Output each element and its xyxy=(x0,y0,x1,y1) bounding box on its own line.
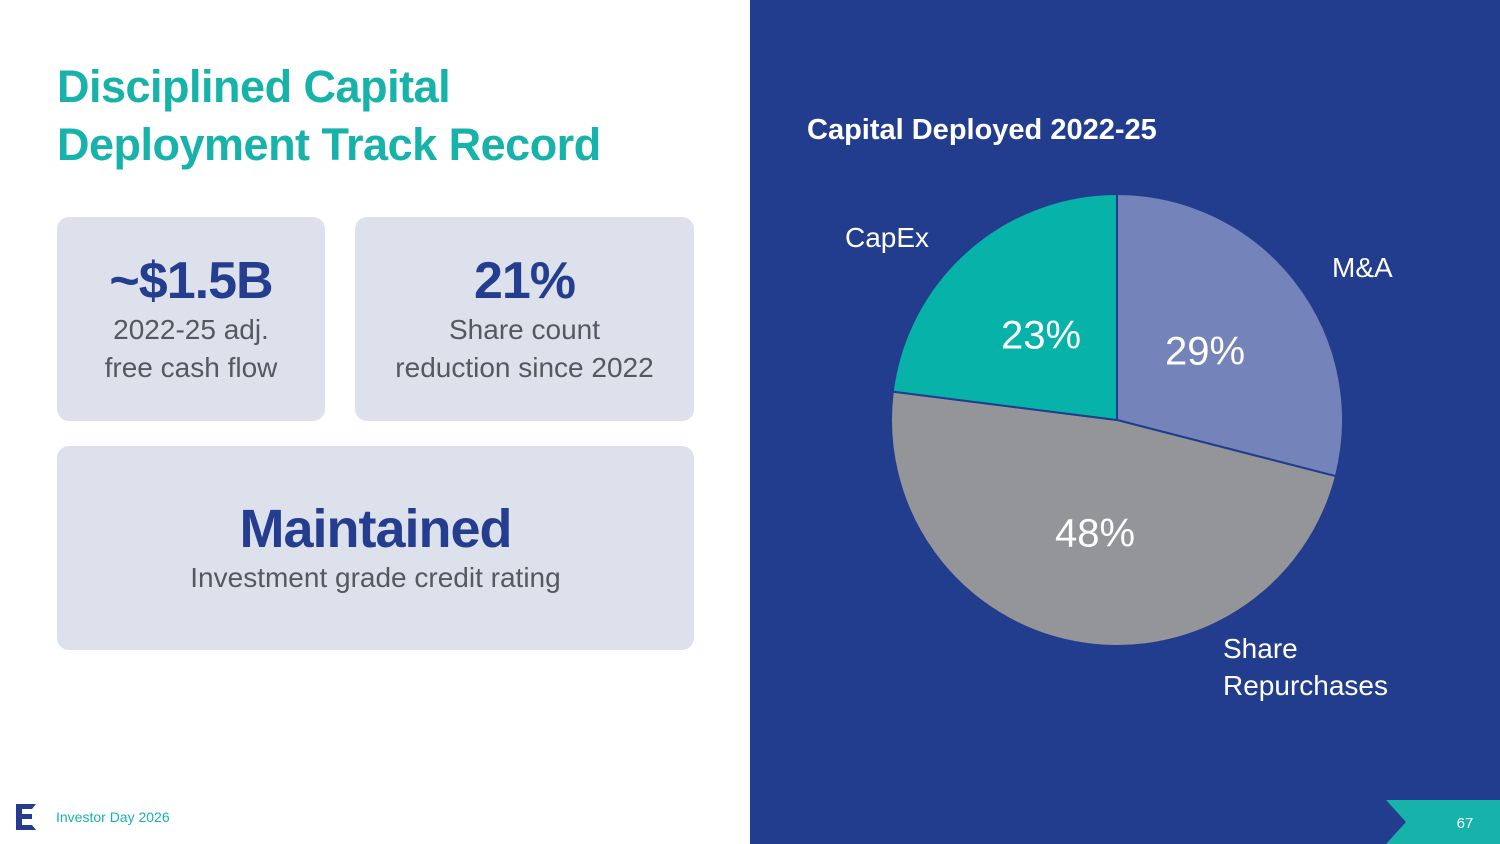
pie-value-label-capex: 23% xyxy=(1001,314,1081,358)
pie-value-label-share-repurchases: 48% xyxy=(1055,512,1135,556)
pie-category-label-share-repurchases: Share Repurchases xyxy=(1223,633,1388,701)
credit-rating-value: Maintained xyxy=(239,499,512,559)
footer-event-label: Investor Day 2026 xyxy=(56,809,170,825)
share-count-value: 21% xyxy=(473,252,576,310)
pie-chart: 29% M&A 48% Share Repurchases 23% CapEx xyxy=(845,192,1393,701)
pie-category-label-ma: M&A xyxy=(1332,252,1393,283)
free-cash-flow-card: ~$1.5B 2022-25 adj. free cash flow xyxy=(57,217,325,421)
share-count-desc-line-1: Share count xyxy=(449,314,600,345)
free-cash-flow-desc-line-2: free cash flow xyxy=(104,352,278,383)
credit-rating-description: Investment grade credit rating xyxy=(190,562,561,593)
pie-category-label-capex: CapEx xyxy=(845,222,929,253)
share-count-description: Share count reduction since 2022 xyxy=(395,311,653,387)
share-count-card: 21% Share count reduction since 2022 xyxy=(355,217,694,421)
company-e-logo-icon xyxy=(16,804,36,830)
credit-rating-card: Maintained Investment grade credit ratin… xyxy=(57,446,694,650)
share-count-desc-line-2: reduction since 2022 xyxy=(395,352,654,383)
chart-title: Capital Deployed 2022-25 xyxy=(807,114,1157,146)
page-number-tab xyxy=(1386,800,1500,844)
slide-title-line-1: Disciplined Capital xyxy=(57,61,451,112)
slide-title-line-2: Deployment Track Record xyxy=(57,119,601,170)
pie-value-label-ma: 29% xyxy=(1165,330,1245,374)
pie-slice-ma xyxy=(1116,192,1344,478)
free-cash-flow-value: ~$1.5B xyxy=(109,252,273,310)
slide-title: Disciplined Capital Deployment Track Rec… xyxy=(57,58,601,174)
pie-slice-share-repurchases xyxy=(890,390,1338,648)
pie-slice-capex xyxy=(891,192,1118,422)
left-panel: Disciplined Capital Deployment Track Rec… xyxy=(16,58,694,830)
free-cash-flow-desc-line-1: 2022-25 adj. xyxy=(113,314,269,345)
free-cash-flow-description: 2022-25 adj. free cash flow xyxy=(105,311,278,387)
page-number: 67 xyxy=(1456,815,1474,832)
